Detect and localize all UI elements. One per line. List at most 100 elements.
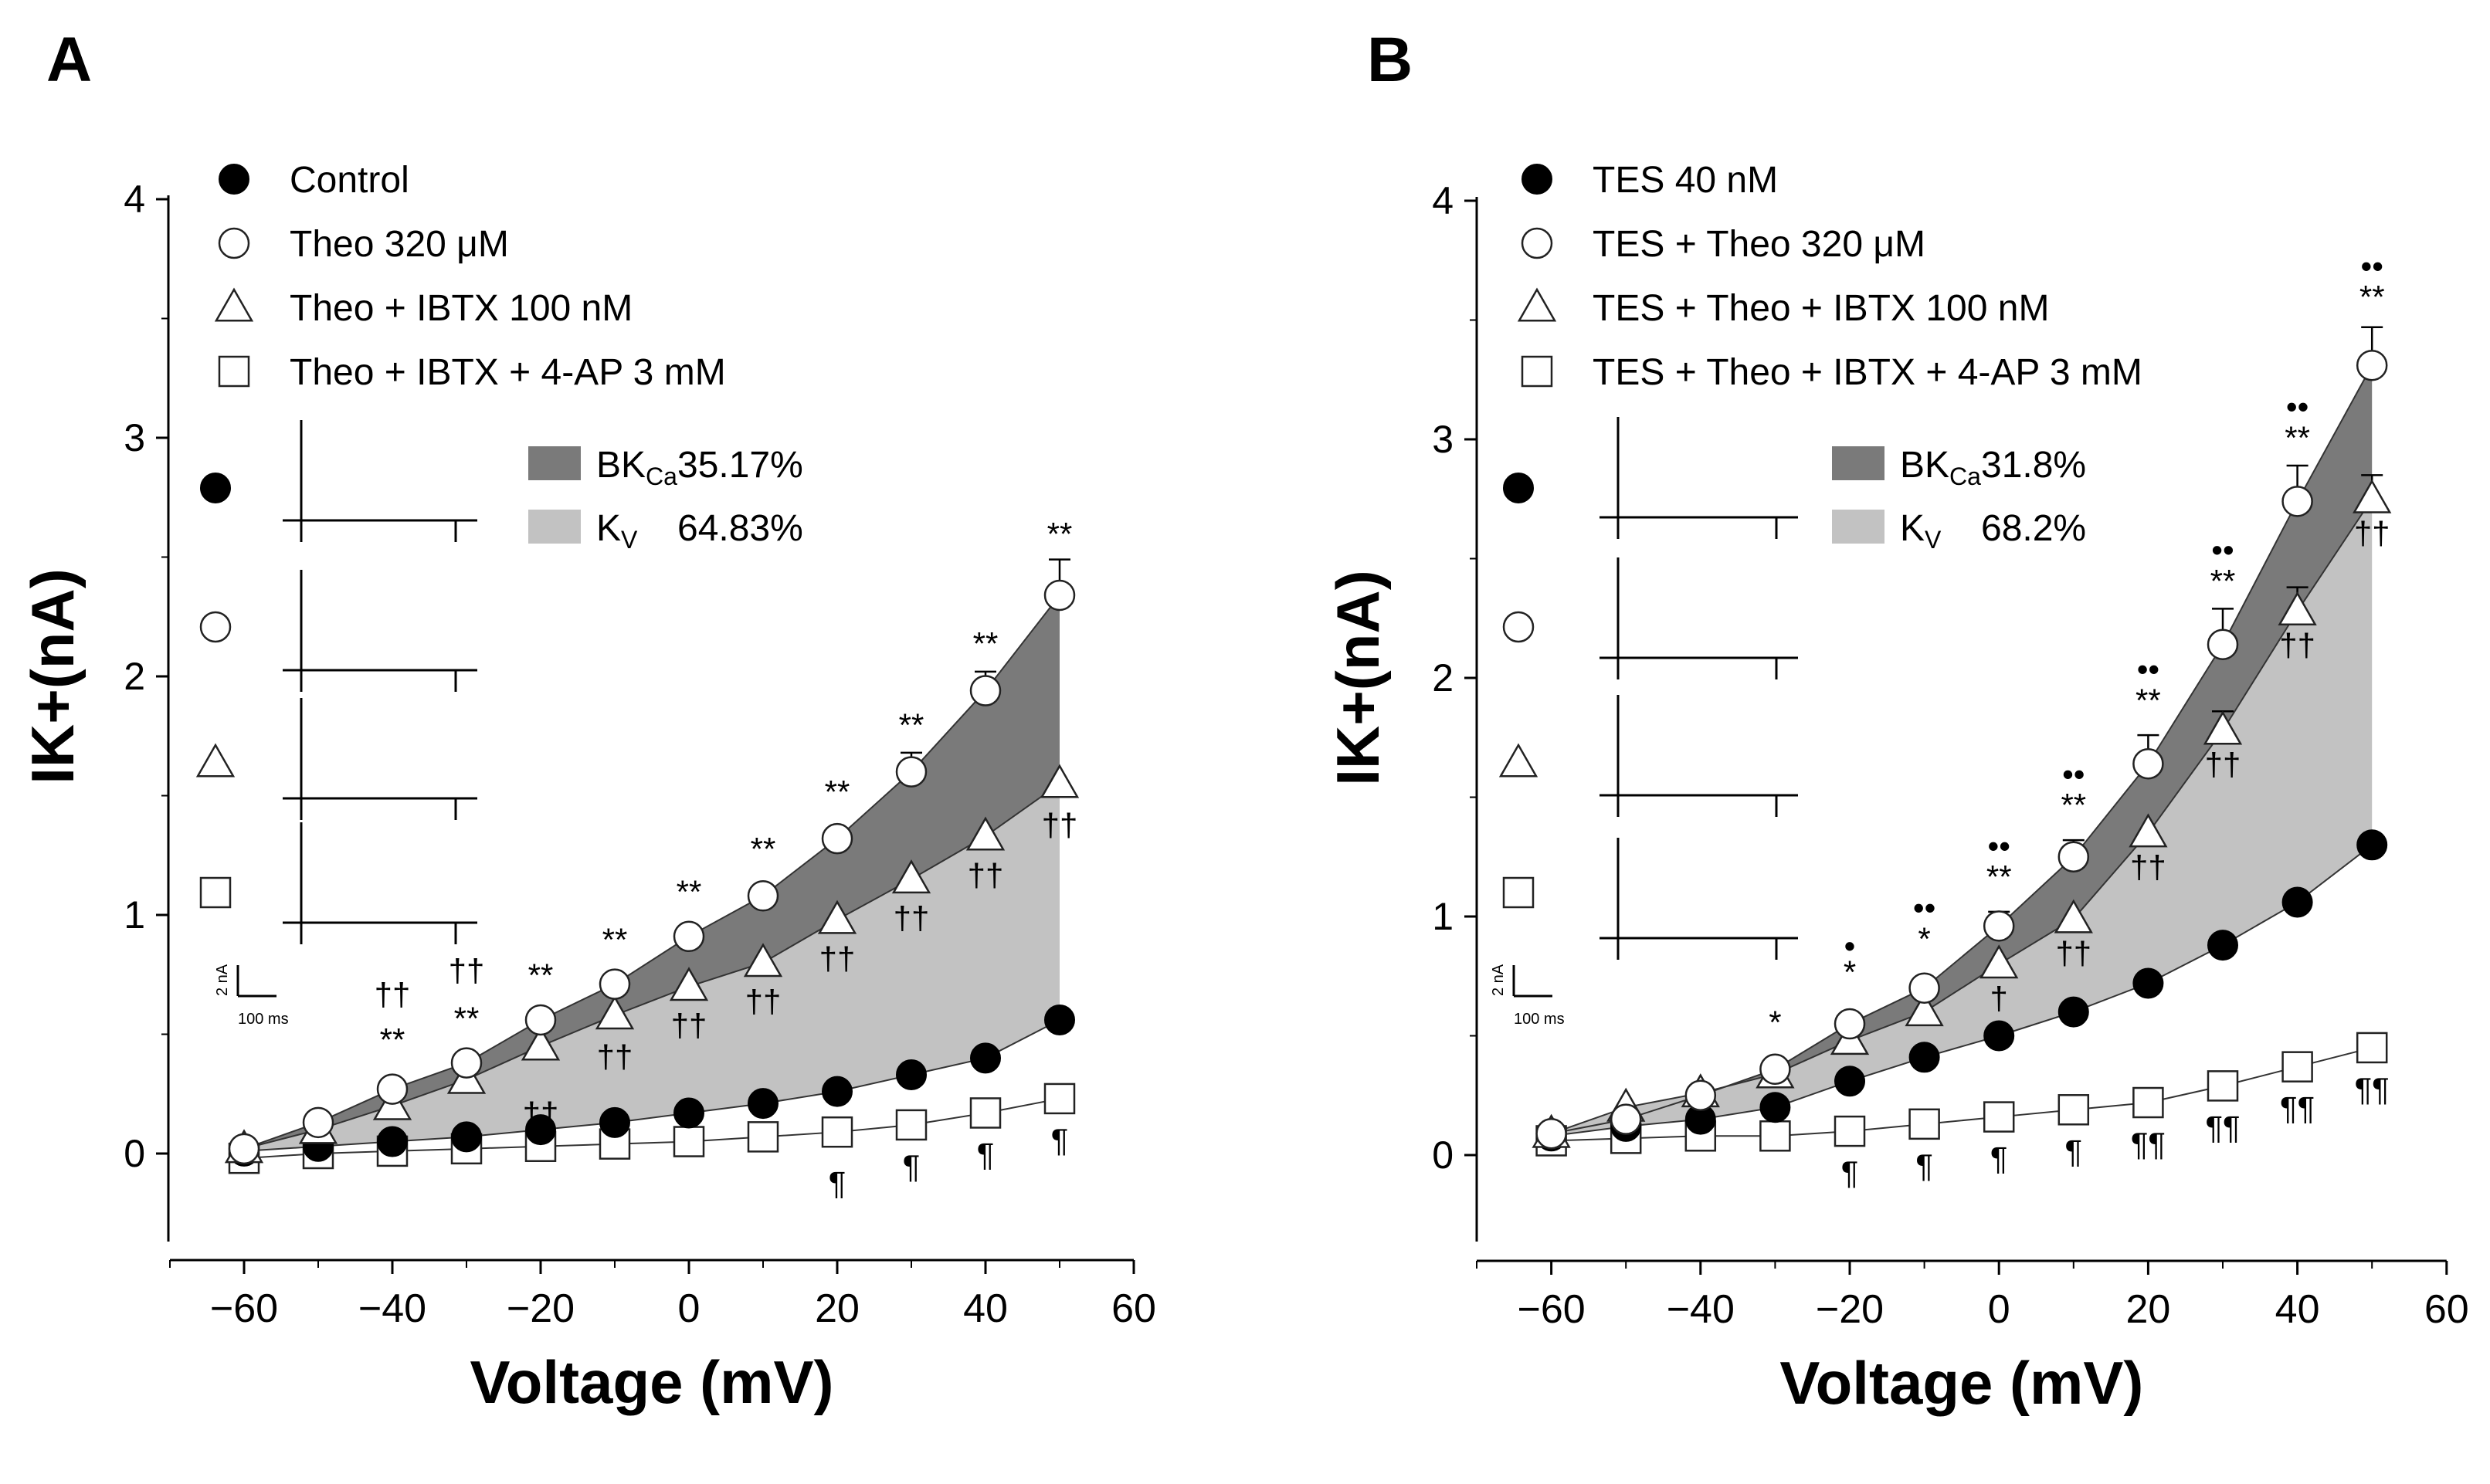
significance-mark: †† (449, 953, 485, 989)
inset-marker (199, 611, 232, 643)
inset-marker (1502, 611, 1535, 643)
significance-mark: ¶ (1051, 1122, 1069, 1158)
significance-mark: ¶¶ (2205, 1109, 2240, 1145)
significance-mark: ** (380, 1022, 405, 1058)
panel-a: A 0 1 2 3 4 −60 −40 −20 0 20 40 60 Voltage (mV) IK+(nA… (19, 25, 1156, 1416)
y-tick-label: 1 (1432, 895, 1454, 938)
y-tick-label: 4 (1432, 179, 1454, 222)
significance-mark: •• (2137, 651, 2159, 687)
axes: 0 1 2 3 4 −60 −40 −20 0 20 40 60 Voltage (mV) IK+(nA) (1324, 179, 2469, 1417)
significance-mark: †† (2354, 515, 2390, 551)
significance-mark: ¶ (1990, 1140, 2008, 1177)
inset-marker (1498, 743, 1538, 778)
data-point (2207, 1070, 2239, 1102)
legend: TES 40 nM TES + Theo 320 μM TES + Theo + I… (1517, 160, 2142, 393)
legend-label: Control (290, 160, 409, 201)
y-tick-label: 3 (1432, 418, 1454, 461)
data-point (1535, 1117, 1567, 1150)
data-point (451, 1121, 482, 1153)
significance-mark: • (1844, 928, 1856, 964)
data-point (2281, 1051, 2313, 1083)
shading-key-label: BKCa (1900, 445, 1981, 490)
significance-marks: **• *••**••†**••††**••††**••††**••††**••†… (1769, 248, 2390, 1191)
significance-mark: †† (2130, 849, 2166, 886)
data-point (521, 1026, 561, 1061)
x-tick-label: 60 (1111, 1286, 1156, 1331)
legend: Control Theo 320 μM Theo + IBTX 100 nM Theo… (214, 160, 726, 393)
data-point (673, 1097, 704, 1129)
significance-mark: ¶ (2065, 1133, 2083, 1169)
shaded-regions (244, 595, 1060, 1151)
significance-mark: †† (523, 1096, 559, 1132)
series-open-circle (228, 579, 1076, 1165)
significance-marks: ** †† ** †† ** †† ** †† ** †† ** †† ** †† ** †† ** †† ** ††… (375, 516, 1078, 1201)
significance-mark: ** (528, 957, 554, 994)
shading-key: BKCa 35.17% KV 64.83% (528, 445, 803, 554)
significance-mark: * (1918, 920, 1930, 957)
shading-key-value: 64.83% (677, 508, 803, 549)
significance-mark: ** (2359, 279, 2385, 315)
x-tick-label: −40 (358, 1286, 426, 1331)
undefined-traces (1600, 695, 1798, 817)
data-point (1043, 1083, 1076, 1115)
panel-letter: A (46, 25, 92, 95)
data-point (1983, 910, 2015, 942)
y-tick-label: 2 (124, 655, 145, 698)
data-point (599, 1106, 630, 1138)
data-point (2203, 710, 2243, 745)
data-point (228, 1133, 260, 1165)
data-point (2057, 1094, 2090, 1126)
data-point (891, 859, 931, 894)
data-point (1983, 1101, 2015, 1133)
x-tick-label: 40 (2275, 1287, 2320, 1332)
significance-mark: ¶ (977, 1136, 995, 1172)
significance-mark: ¶ (903, 1148, 921, 1184)
axes: 0 1 2 3 4 −60 −40 −20 0 20 40 60 Voltage (mV) IK+(nA) (19, 178, 1156, 1416)
data-point (1908, 1042, 1940, 1073)
shading-key-value: 35.17% (677, 445, 803, 486)
x-tick-label: 20 (815, 1286, 860, 1331)
legend-label: Theo + IBTX 100 nM (290, 288, 633, 329)
series-filled-circle (229, 1004, 1075, 1167)
y-axis-label: IK+(nA) (1324, 570, 1392, 785)
undefined-traces (283, 570, 477, 692)
significance-mark: †† (671, 1008, 707, 1044)
x-tick-label: 60 (2424, 1287, 2469, 1332)
legend-marker (218, 227, 250, 259)
data-point (748, 1088, 779, 1120)
data-point (2207, 930, 2238, 961)
x-tick-label: −40 (1667, 1287, 1735, 1332)
significance-mark: ¶ (829, 1165, 846, 1201)
y-tick-label: 0 (1432, 1133, 1454, 1177)
data-point (1834, 1115, 1866, 1147)
data-point (1043, 579, 1076, 612)
significance-mark: †† (968, 857, 1004, 893)
significance-mark: ¶¶ (2355, 1071, 2390, 1107)
inset-marker (195, 743, 236, 778)
data-point (1834, 1008, 1866, 1040)
significance-mark: ** (677, 874, 702, 910)
data-point (969, 675, 1002, 706)
scale-bar: 2 nA 100 ms (1490, 964, 1565, 1028)
significance-mark: ** (602, 921, 628, 957)
x-tick-label: 0 (1988, 1287, 2010, 1332)
legend-label: Theo + IBTX + 4-AP 3 mM (290, 352, 726, 393)
legend-marker (214, 287, 254, 322)
significance-mark: †† (597, 1038, 633, 1075)
x-tick-label: 0 (678, 1286, 701, 1331)
significance-mark: ** (825, 774, 850, 810)
data-point (2281, 486, 2313, 517)
data-point (524, 1004, 557, 1036)
data-point (969, 1097, 1002, 1129)
significance-mark: •• (2062, 756, 2085, 792)
significance-mark: ¶ (1915, 1147, 1933, 1184)
legend-marker (218, 355, 250, 388)
undefined-traces (1600, 557, 1798, 679)
x-tick-label: −20 (1816, 1287, 1884, 1332)
scale-bar-time-label: 100 ms (238, 1011, 289, 1028)
data-point (525, 1114, 556, 1146)
undefined-traces (283, 822, 477, 944)
legend-label: TES + Theo + IBTX 100 nM (1593, 288, 2049, 329)
data-point (376, 1073, 409, 1105)
